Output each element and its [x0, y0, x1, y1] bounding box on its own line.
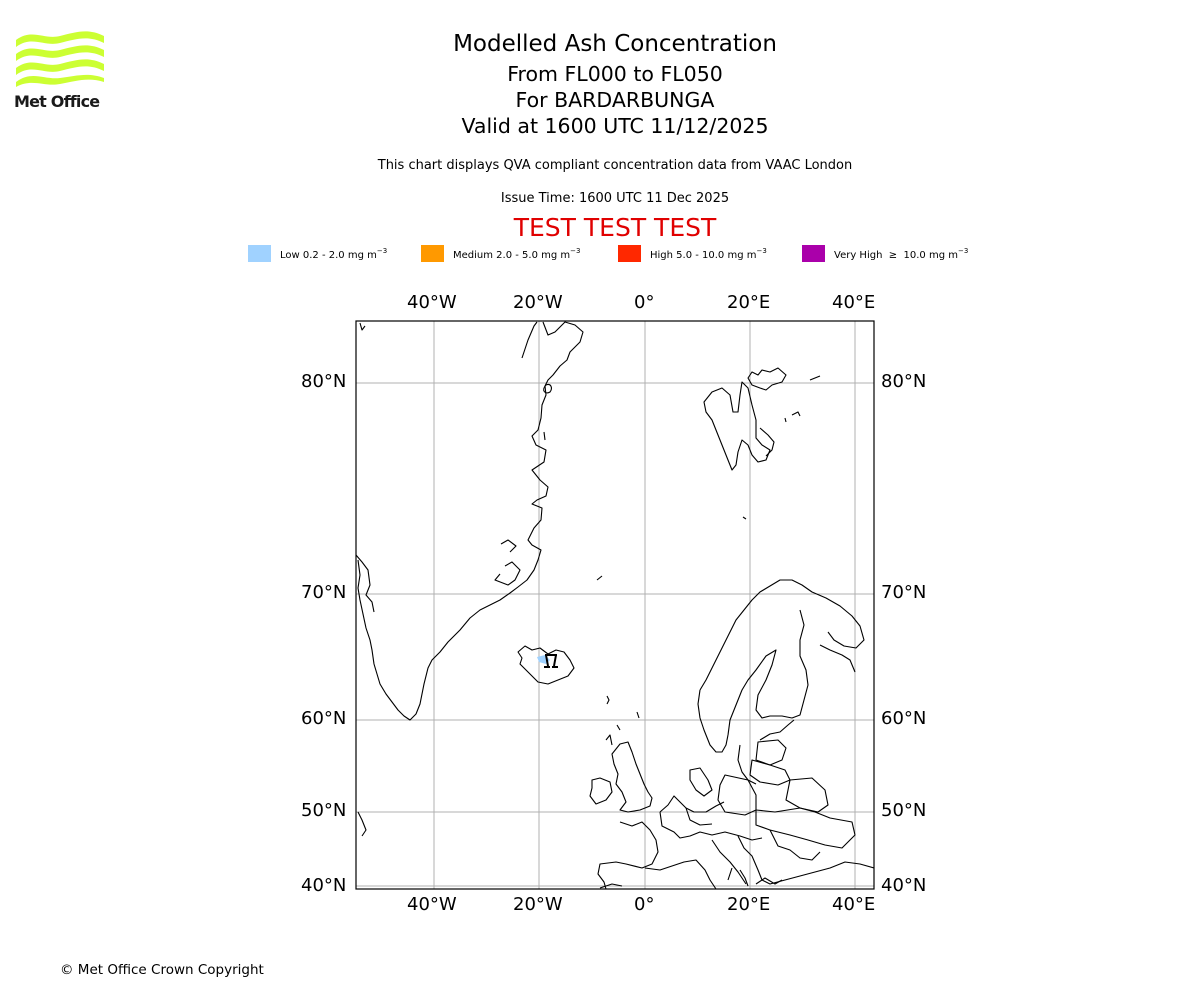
x-tick-top-0: 0°: [634, 292, 655, 313]
flight-level-range: From FL000 to FL050: [507, 62, 723, 86]
volcano-name: For BARDARBUNGA: [515, 88, 715, 112]
logo-text: Met Office: [14, 92, 100, 111]
issue-time: Issue Time: 1600 UTC 11 Dec 2025: [500, 191, 730, 206]
graticule: [356, 321, 874, 889]
chart-title: Modelled Ash Concentration: [453, 31, 777, 57]
legend-swatch-high: [618, 245, 641, 262]
y-tick-right-70n: 70°N: [881, 582, 927, 603]
legend-label-medium: Medium 2.0 - 5.0 mg m: [453, 250, 571, 261]
x-tick-top-20e: 20°E: [727, 292, 771, 313]
valid-time: Valid at 1600 UTC 11/12/2025: [461, 114, 769, 138]
x-tick-top-20w: 20°W: [513, 292, 563, 313]
chart-header: Modelled Ash Concentration From FL000 to…: [0, 30, 1200, 139]
x-tick-bottom-40e: 40°E: [832, 894, 876, 915]
volcano-icon: [544, 654, 558, 668]
x-tick-bottom-20e: 20°E: [727, 894, 771, 915]
y-tick-right-50n: 50°N: [881, 800, 927, 821]
x-tick-bottom-0: 0°: [634, 894, 655, 915]
y-tick-right-80n: 80°N: [881, 371, 927, 392]
x-tick-top-40e: 40°E: [832, 292, 876, 313]
y-tick-left-70n: 70°N: [301, 582, 347, 603]
legend-swatch-low: [248, 245, 271, 262]
x-tick-bottom-40w: 40°W: [407, 894, 457, 915]
met-office-logo: Met Office: [14, 30, 106, 112]
y-tick-left-40n: 40°N: [301, 875, 347, 896]
y-tick-left-50n: 50°N: [301, 800, 347, 821]
legend-label-high: High 5.0 - 10.0 mg m: [650, 250, 757, 261]
legend-swatch-very-high: [802, 245, 825, 262]
legend-label-low: Low 0.2 - 2.0 mg m: [280, 250, 377, 261]
copyright-notice: © Met Office Crown Copyright: [60, 962, 264, 978]
concentration-legend: Low 0.2 - 2.0 mg m−3 Medium 2.0 - 5.0 mg…: [0, 244, 1200, 264]
legend-swatch-medium: [421, 245, 444, 262]
legend-label-very-high: Very High ≥ 10.0 mg m: [834, 250, 958, 261]
test-banner: TEST TEST TEST: [513, 213, 717, 242]
y-tick-left-60n: 60°N: [301, 708, 347, 729]
y-tick-right-60n: 60°N: [881, 708, 927, 729]
met-office-waves-icon: [16, 31, 104, 87]
map-frame: [355, 320, 875, 890]
x-tick-bottom-20w: 20°W: [513, 894, 563, 915]
y-tick-right-40n: 40°N: [881, 875, 927, 896]
x-tick-top-40w: 40°W: [407, 292, 457, 313]
coastlines: [356, 321, 874, 889]
chart-description: This chart displays QVA compliant concen…: [377, 158, 853, 173]
y-tick-left-80n: 80°N: [301, 371, 347, 392]
